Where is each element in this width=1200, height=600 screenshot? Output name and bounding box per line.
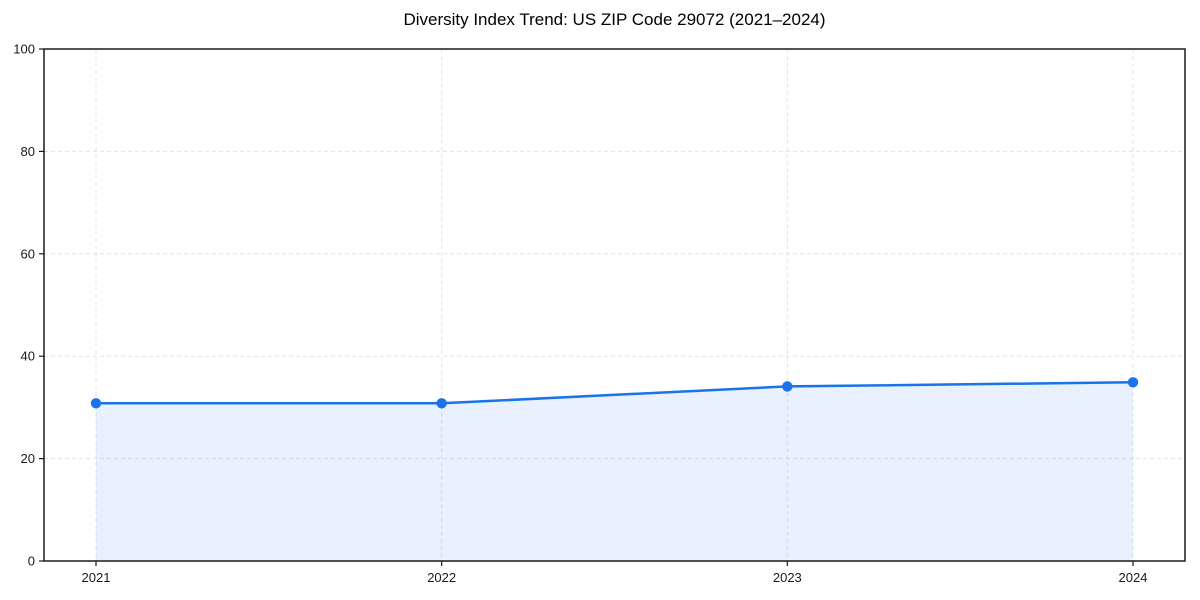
y-tick-label-20: 20	[21, 451, 35, 466]
y-tick-label-60: 60	[21, 246, 35, 261]
x-tick-label-2024: 2024	[1119, 570, 1148, 585]
trend-line	[94, 381, 1135, 405]
chart-title: Diversity Index Trend: US ZIP Code 29072…	[403, 10, 826, 29]
x-tick-label-2021: 2021	[82, 570, 111, 585]
x-tick-label-2023: 2023	[773, 570, 802, 585]
area-fill	[96, 382, 1133, 561]
y-tick-label-80: 80	[21, 144, 35, 159]
y-tick-label-0: 0	[28, 554, 35, 569]
x-tick-label-2022: 2022	[427, 570, 456, 585]
data-point-marker-2023	[782, 381, 793, 392]
y-tick-label-40: 40	[21, 349, 35, 364]
y-tick-label-100: 100	[13, 42, 35, 57]
data-point-marker-2022	[436, 398, 447, 409]
data-point-marker-2021	[90, 398, 102, 409]
data-point-marker-2024	[1127, 377, 1139, 388]
plot-frame	[43, 48, 1186, 562]
